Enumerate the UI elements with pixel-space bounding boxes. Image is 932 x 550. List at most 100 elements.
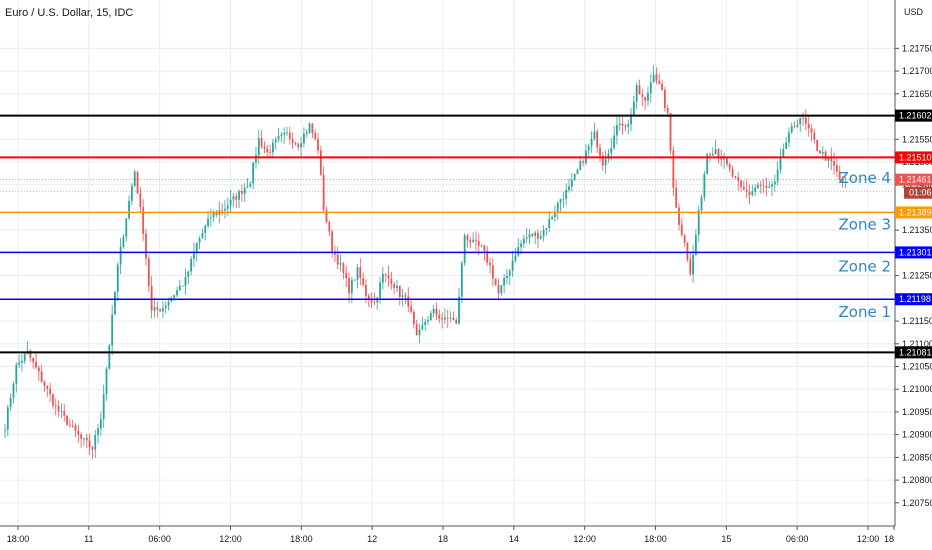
candle-body (105, 368, 108, 394)
candle-body (359, 267, 362, 279)
candle-body (500, 285, 503, 294)
candle-body (508, 270, 511, 276)
candle-body (37, 367, 40, 372)
candle-body (452, 317, 455, 321)
candle-body (173, 295, 176, 298)
candle-body (102, 393, 105, 420)
candle-body (111, 314, 114, 346)
candle-body (472, 239, 475, 243)
candle-body (365, 284, 367, 296)
x-tick-label: 18:00 (290, 534, 313, 544)
candle-body (771, 184, 773, 187)
candle-body (35, 361, 37, 368)
candle-body (108, 345, 111, 369)
last-price-badge (895, 173, 932, 186)
y-tick-label: 1.21050 (902, 361, 932, 371)
x-tick-label: 18 (438, 534, 448, 544)
candle-body (193, 251, 195, 259)
candle-body (565, 190, 568, 199)
candle-body (308, 123, 311, 133)
candle-body (294, 143, 297, 145)
candle-body (424, 321, 427, 325)
candle-body (71, 425, 74, 427)
candle-body (475, 239, 477, 242)
level-badge (895, 246, 932, 259)
candle-body (728, 164, 731, 169)
candle-body (528, 234, 531, 238)
candle-body (162, 308, 164, 312)
candle-body (336, 254, 339, 265)
candle-body (133, 171, 136, 187)
candle-body (221, 210, 224, 212)
candle-body (477, 241, 480, 246)
candle-body (40, 371, 43, 382)
candle-body (238, 191, 240, 200)
candle-body (672, 150, 675, 188)
candle-body (635, 85, 638, 102)
candle-body (291, 138, 294, 144)
y-tick-label: 1.20850 (902, 452, 932, 462)
level-badge (895, 151, 932, 164)
candle-body (695, 234, 697, 255)
candle-body (613, 135, 616, 148)
candle-body (325, 209, 328, 223)
candle-body (568, 186, 570, 191)
candle-body (384, 273, 387, 276)
candle-body (765, 185, 768, 188)
candle-body (483, 245, 486, 251)
candle-body (114, 291, 116, 315)
candle-body (215, 212, 218, 215)
y-tick-label: 1.21350 (902, 225, 932, 235)
candle-body (785, 142, 788, 149)
candle-body (6, 407, 9, 430)
candle-body (277, 136, 280, 140)
candle-body (23, 354, 26, 362)
candle-body (176, 290, 178, 296)
x-tick-label: 15 (721, 534, 731, 544)
candle-body (184, 276, 187, 286)
candle-body (740, 180, 742, 187)
y-tick-label: 1.21700 (902, 66, 932, 76)
candle-body (596, 131, 599, 148)
y-tick-label: 1.21550 (902, 134, 932, 144)
candle-body (413, 311, 415, 325)
candle-body (328, 222, 331, 232)
candle-body (776, 169, 779, 182)
candle-body (793, 126, 796, 128)
candle-body (819, 150, 821, 154)
candle-body (46, 385, 49, 389)
candle-body (136, 171, 139, 194)
candle-body (390, 278, 393, 284)
candle-body (554, 211, 556, 218)
level-badge (895, 109, 932, 122)
horizontal-levels[interactable] (0, 114, 895, 354)
candle-body (77, 430, 80, 435)
candle-body (159, 309, 161, 312)
candle-body (286, 132, 288, 134)
candle-body (531, 234, 534, 236)
candle-body (167, 301, 170, 306)
candle-body (187, 271, 190, 277)
time-axis[interactable]: 18:00 11 06:00 12:00 18:00 12 18 14 12:00 18:00 15… (7, 526, 895, 544)
candle-body (604, 159, 607, 166)
candle-body (480, 245, 483, 247)
candle-body (844, 181, 847, 183)
candle-body (830, 157, 833, 162)
candle-body (788, 132, 790, 143)
x-tick-label: 12:00 (857, 534, 880, 544)
candle-body (590, 138, 593, 146)
candle-body (398, 285, 401, 297)
candle-body (260, 138, 263, 147)
candle-body (229, 199, 232, 206)
y-tick-label: 1.21250 (902, 271, 932, 281)
y-tick-label: 1.21150 (902, 316, 932, 326)
currency-label[interactable]: USD (904, 7, 924, 17)
candle-body (751, 191, 754, 196)
candle-body (570, 179, 573, 187)
y-tick-label: 1.20950 (902, 407, 932, 417)
candle-body (748, 191, 751, 196)
candle-body (517, 246, 520, 256)
candle-body (525, 237, 528, 239)
candle-body (125, 218, 128, 237)
